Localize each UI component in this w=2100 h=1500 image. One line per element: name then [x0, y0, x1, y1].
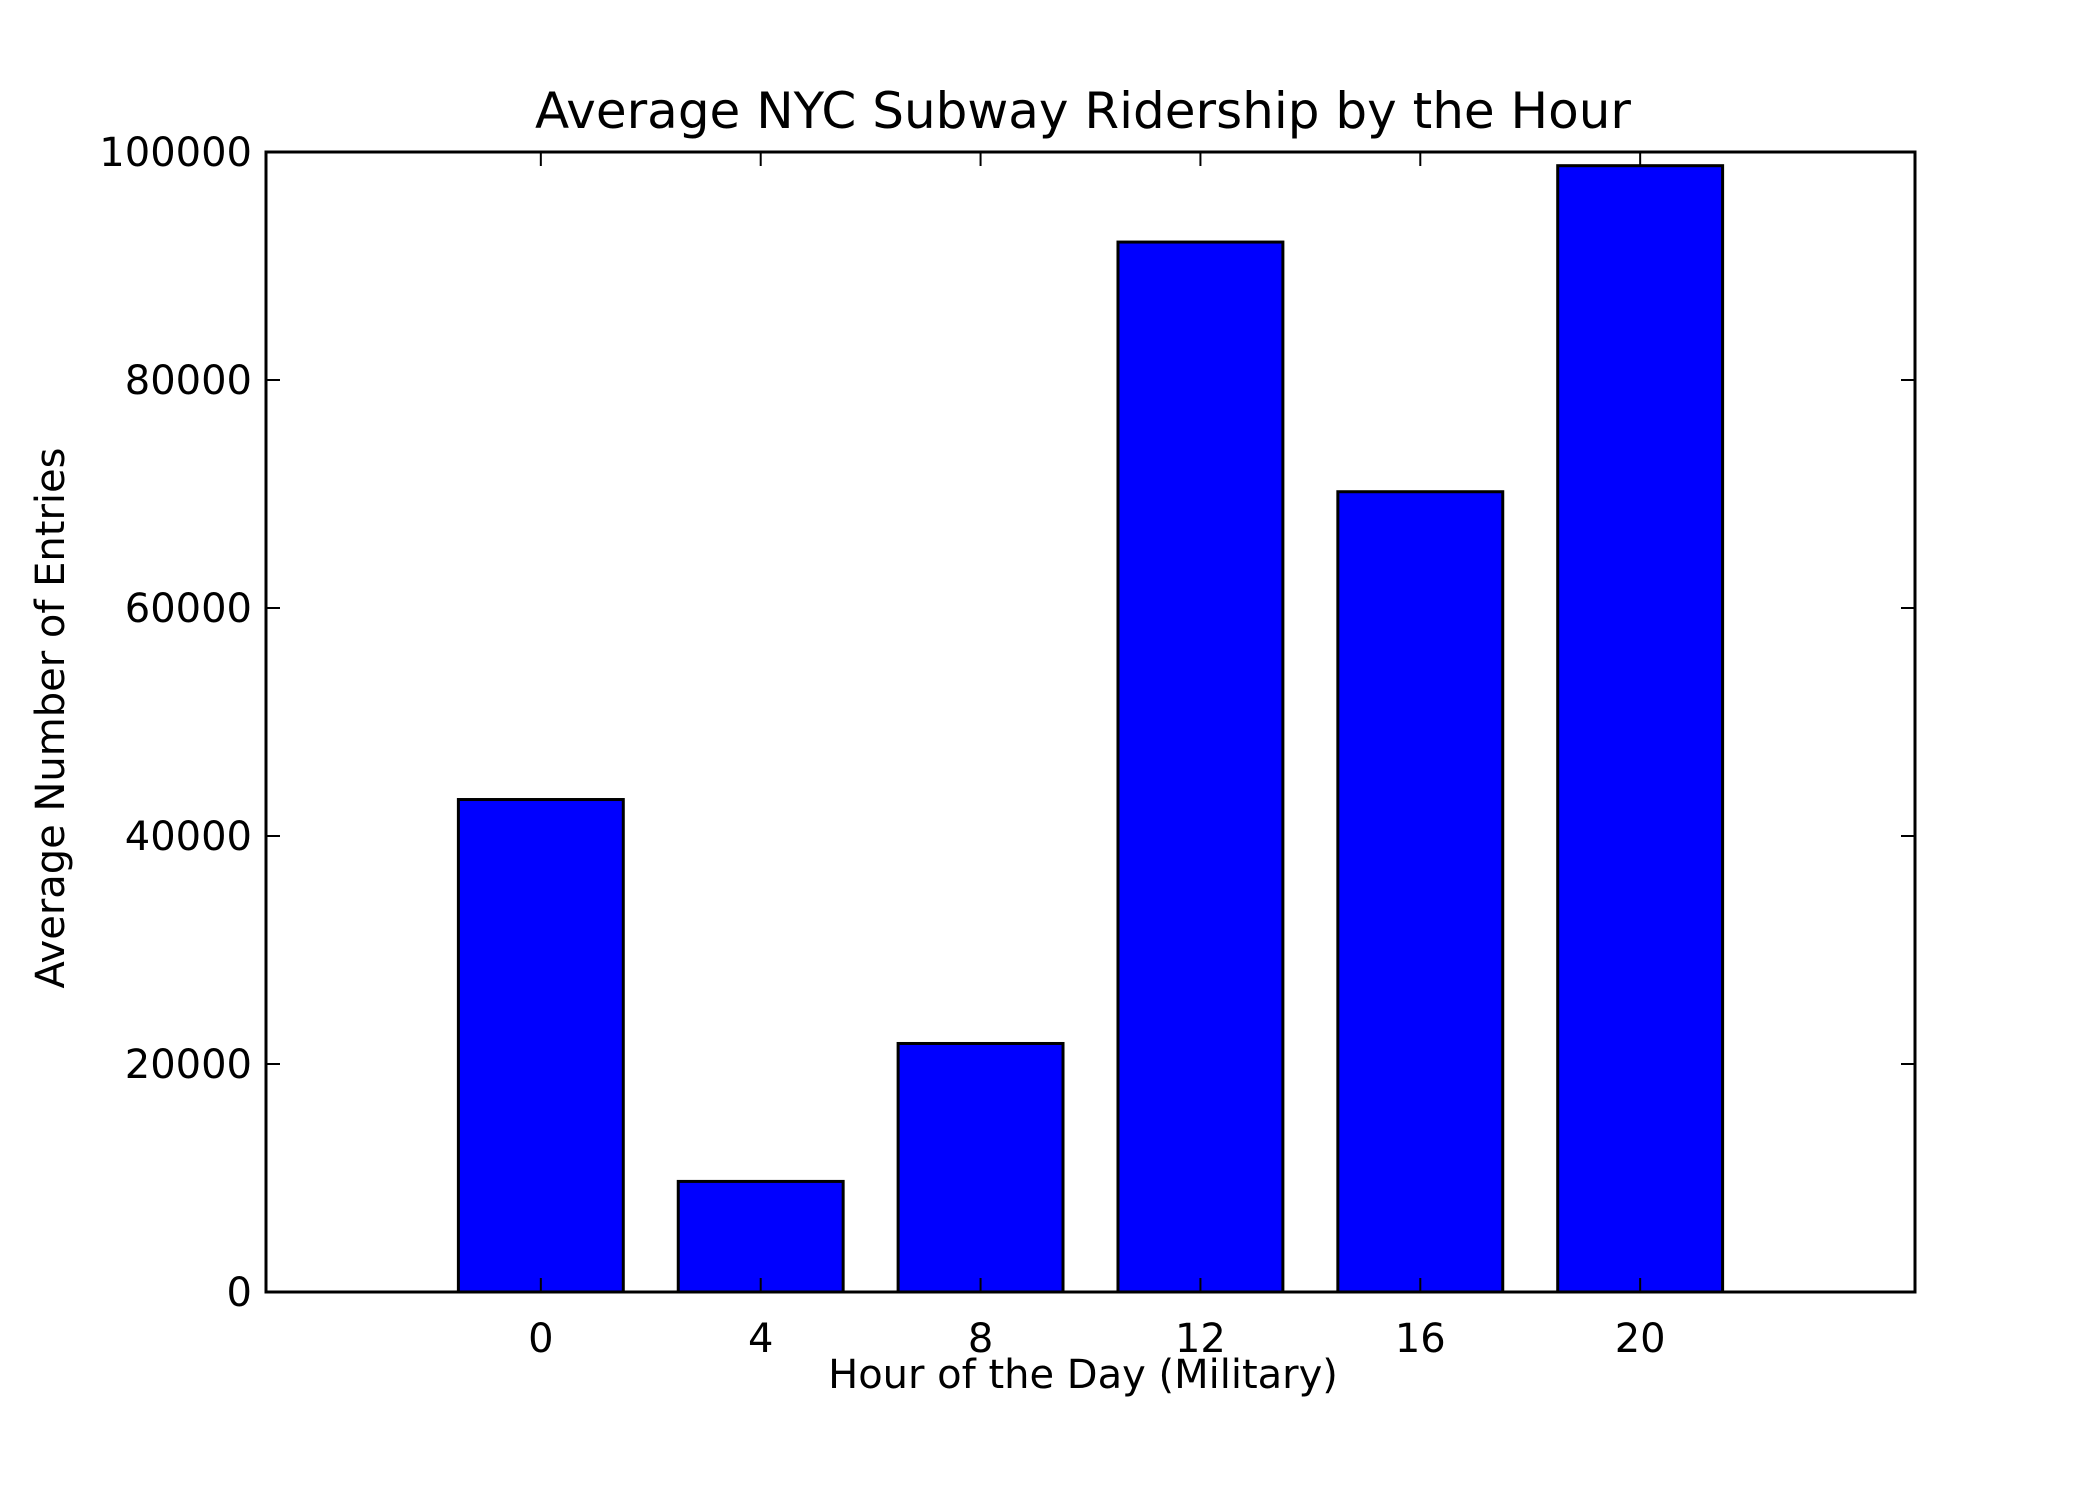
y-tick-label: 20000: [125, 1042, 252, 1088]
chart-title: Average NYC Subway Ridership by the Hour: [535, 82, 1631, 140]
y-axis-label: Average Number of Entries: [28, 448, 74, 989]
y-tick-group: 0 20000 40000 60000 80000 100000: [99, 130, 1915, 1316]
x-tick-group: 0 4 8 12 16 20: [528, 152, 1666, 1362]
y-tick-label: 40000: [125, 814, 252, 860]
y-tick-label: 80000: [125, 358, 252, 404]
y-tick-label: 0: [227, 1270, 252, 1316]
y-tick-label: 100000: [99, 130, 252, 176]
bar-hour-8: [896, 1041, 1065, 1294]
bar-group: [456, 164, 1725, 1294]
y-tick-label: 60000: [125, 586, 252, 632]
x-tick-label: 12: [1175, 1316, 1226, 1362]
x-tick-label: 16: [1395, 1316, 1446, 1362]
axes-frame: [264, 150, 1917, 1294]
bar-hour-12: [1116, 240, 1285, 1294]
bar-hour-20: [1556, 164, 1725, 1294]
bar-hour-16: [1336, 490, 1505, 1294]
x-tick-label: 0: [528, 1316, 553, 1362]
x-tick-label: 20: [1615, 1316, 1666, 1362]
x-tick-label: 4: [748, 1316, 773, 1362]
bar-hour-0: [456, 798, 625, 1294]
x-axis-label: Hour of the Day (Military): [828, 1352, 1338, 1398]
x-tick-label: 8: [968, 1316, 993, 1362]
bar-hour-4: [676, 1179, 845, 1294]
